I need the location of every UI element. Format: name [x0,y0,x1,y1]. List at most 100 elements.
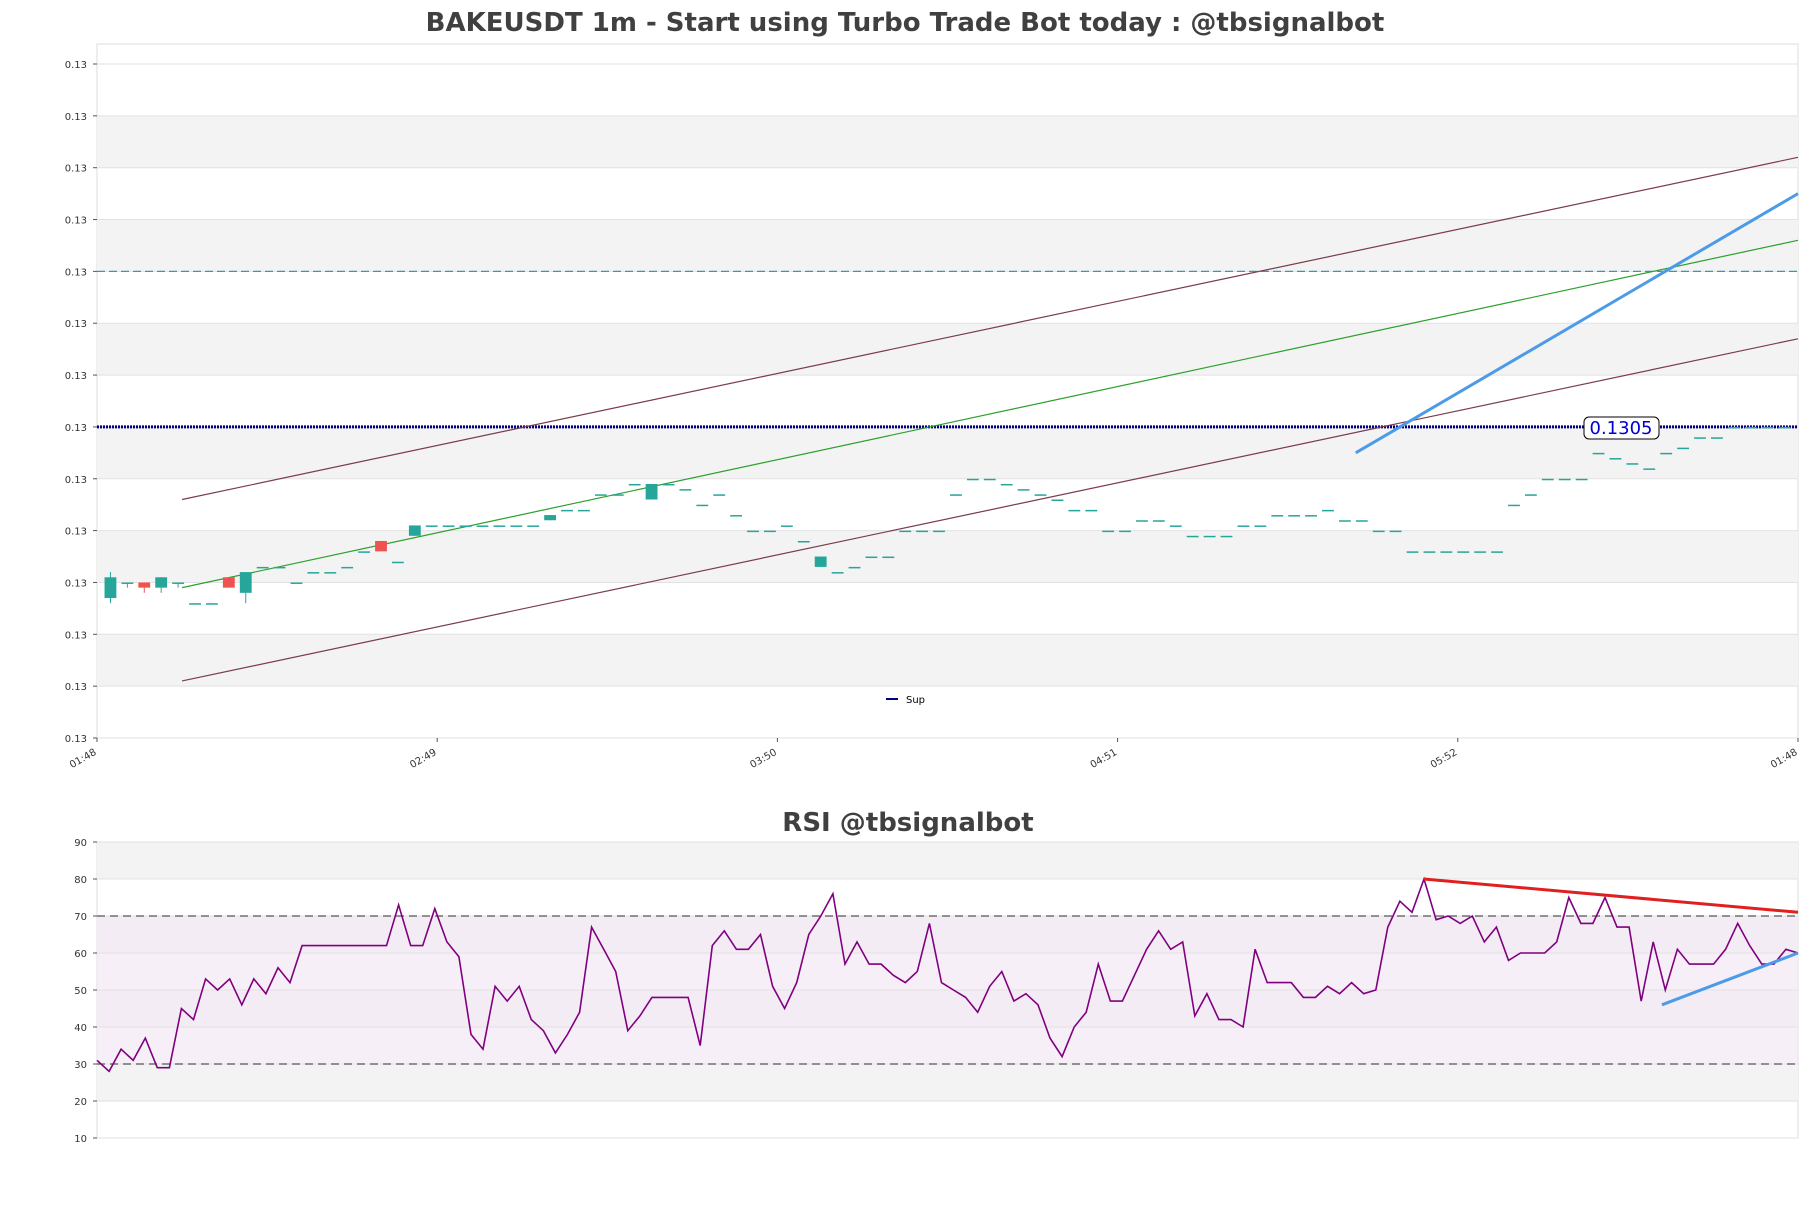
candle-body [1541,478,1554,481]
price-x-tick-label: 05:52 [1429,747,1459,771]
candle-body [696,504,709,507]
candle-body [1761,426,1774,429]
uptrend-line [1354,192,1799,455]
candle [780,525,793,527]
candle [848,566,861,569]
candle [1508,504,1520,507]
candle [1051,499,1064,502]
candle-body [747,530,759,533]
candle-body [1220,535,1233,538]
rsi-overlay-lines [96,876,1799,1073]
price-x-tick-label: 01:48 [68,747,98,771]
candle [256,566,269,569]
candle [1389,530,1402,533]
candle-body [527,525,540,527]
candle [273,566,286,569]
channel-lower-line [181,338,1799,682]
candle [1305,515,1317,517]
candle [1660,452,1673,455]
candle-body [493,525,506,527]
candle [1322,509,1334,512]
candle-body [561,509,573,512]
candle-body [1305,515,1317,517]
rsi-y-tick-label: 70 [74,912,87,923]
candle-body [1558,478,1571,481]
candle-body [1051,499,1064,502]
candle-body [679,489,692,491]
price-y-axis: 0.13 0.13 0.13 0.13 0.13 0.13 0.13 0.13 0.13 0.13… [65,60,97,745]
price-x-tick-label: 03:50 [748,747,778,771]
price-y-tick-label: 0.13 [65,578,87,589]
price-grid-bands [97,63,1798,739]
candle [1406,551,1419,553]
candle [1355,520,1368,522]
candle [611,494,624,496]
price-plot-area: 0.13 0.13 0.13 0.13 0.13 0.13 0.13 0.13 0.13 0.13… [65,43,1800,771]
candle [189,603,201,605]
candle [1727,426,1740,429]
candle-body [1423,551,1436,553]
rsi-y-tick-label: 60 [74,949,87,960]
candle [1186,535,1199,538]
candle-body [1000,483,1013,486]
candle-body [155,577,168,588]
candle [950,494,962,496]
candle-body [1372,530,1385,533]
candle [1152,520,1165,522]
candle [510,525,523,527]
candle-body [662,483,675,486]
candle-body [205,603,218,605]
price-y-tick-label: 0.13 [65,475,87,486]
candle-body [121,582,134,584]
candle-body [1778,426,1791,429]
rsi-line [96,876,1799,1073]
price-y-tick-label: 0.13 [65,112,87,123]
candle [730,515,743,517]
candle-body [1727,426,1740,429]
price-y-tick-label: 0.13 [65,734,87,745]
candle-body [1169,525,1182,527]
candle [1778,426,1791,429]
candle-body [1440,551,1453,553]
candle [1710,437,1723,439]
candle-body [1575,478,1588,481]
candle [442,525,455,527]
candle-body [814,556,827,567]
candle-body [222,577,235,588]
candle [493,525,506,527]
legend-label-sup: Sup [906,695,925,706]
candle [899,530,912,533]
candle [1643,468,1656,470]
price-label-frame [1583,416,1660,440]
candle-body [966,478,979,481]
candle-body [831,572,844,574]
price-y-tick-label: 0.13 [65,319,87,330]
candle [1677,447,1690,450]
rsi-y-tick-label: 90 [74,838,87,849]
price-y-tick-label: 0.13 [65,423,87,434]
candle [1474,551,1487,553]
price-grid-band [97,219,1798,272]
candle-body [594,494,607,496]
candle [645,483,658,500]
candle-body [611,494,624,496]
candle [205,603,218,605]
candle-body [1136,520,1148,522]
candle [1592,452,1605,455]
candle-body [1677,447,1690,450]
candle-body [172,582,185,584]
rsi-grid-band [97,1064,1798,1101]
candle [1524,494,1537,496]
candle-body [544,515,557,521]
candle [1609,458,1622,460]
price-y-tick-label: 0.13 [65,164,87,175]
candle-body [1491,551,1503,553]
legend: Sup [886,695,925,706]
candle [1034,494,1047,496]
candle [662,483,675,486]
price-x-axis: 01:48 02:49 03:50 04:51 05:52 01:48 [68,738,1800,771]
rsi-y-tick-label: 20 [74,1097,87,1108]
candle [1254,525,1267,527]
price-overlay-lines [97,156,1799,682]
candle [1220,535,1233,538]
